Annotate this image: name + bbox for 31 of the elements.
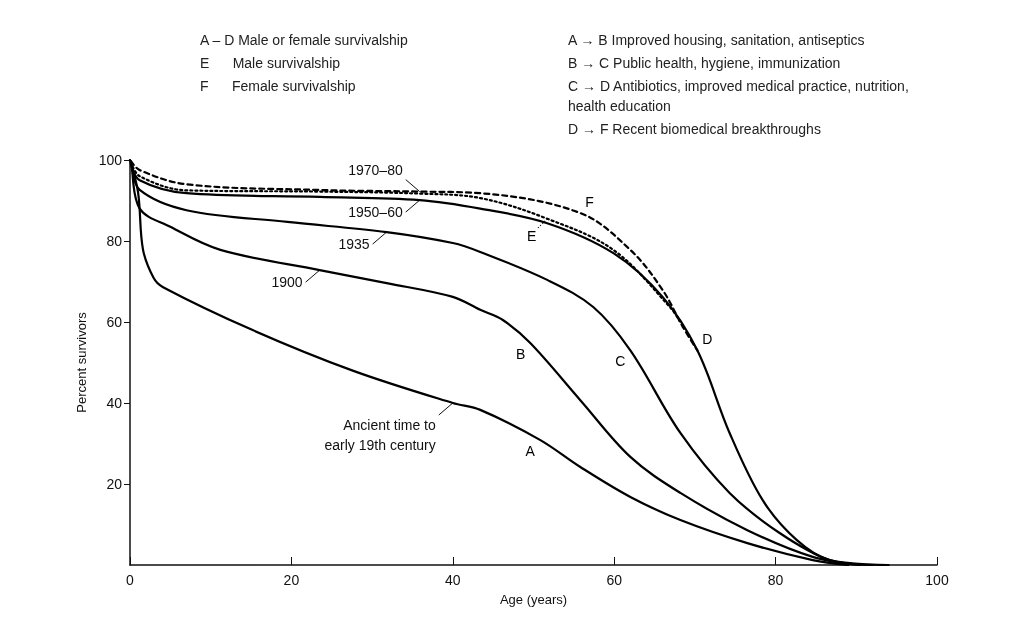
x-axis-title: Age (years): [499, 592, 568, 607]
series-label: B: [515, 346, 526, 363]
series-label: A: [525, 442, 536, 459]
annotation: 1950–60: [348, 204, 403, 221]
y-tick-label: 40: [106, 395, 123, 411]
annotation: 1900: [271, 274, 303, 291]
x-tick-label: 0: [126, 572, 135, 588]
x-tick-label: 60: [606, 572, 623, 588]
y-tick-label: 60: [106, 314, 123, 330]
series-label: D: [702, 331, 713, 348]
text: D → F Recent biomedical breakthroughs: [568, 121, 821, 137]
y-tick-label: 100: [98, 152, 123, 168]
text: A – D Male or female survivalship: [200, 32, 408, 48]
x-tick-label: 40: [445, 572, 461, 588]
annotation: 1970–80: [348, 161, 403, 178]
x-tick-label: 80: [767, 572, 784, 588]
x-tick-label: 20: [283, 572, 300, 588]
y-tick-label: 20: [106, 476, 123, 492]
annotation: 1935: [338, 236, 370, 253]
text: F Female survivalship: [200, 78, 356, 94]
y-axis-title: Percent survivors: [73, 311, 89, 413]
series-label: F: [585, 194, 594, 211]
legend-label: E: [526, 227, 537, 244]
text: B → C Public health, hygiene, immunization: [568, 55, 841, 71]
y-tick-label: 80: [106, 233, 123, 249]
series-label: C: [615, 353, 626, 370]
text: A → B Improved housing, sanitation, antiseptics: [568, 32, 865, 48]
x-tick-label: 100: [925, 572, 949, 588]
text: E Male survivalship: [200, 55, 341, 71]
text: C → D Antibiotics, improved medical practice, nutrition, health education: [568, 78, 913, 114]
annotation: Ancient time to early 19th century: [324, 417, 436, 453]
